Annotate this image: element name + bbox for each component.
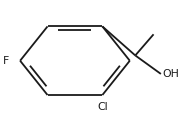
Text: OH: OH: [163, 69, 180, 79]
Text: Cl: Cl: [97, 102, 108, 112]
Text: F: F: [3, 56, 9, 66]
